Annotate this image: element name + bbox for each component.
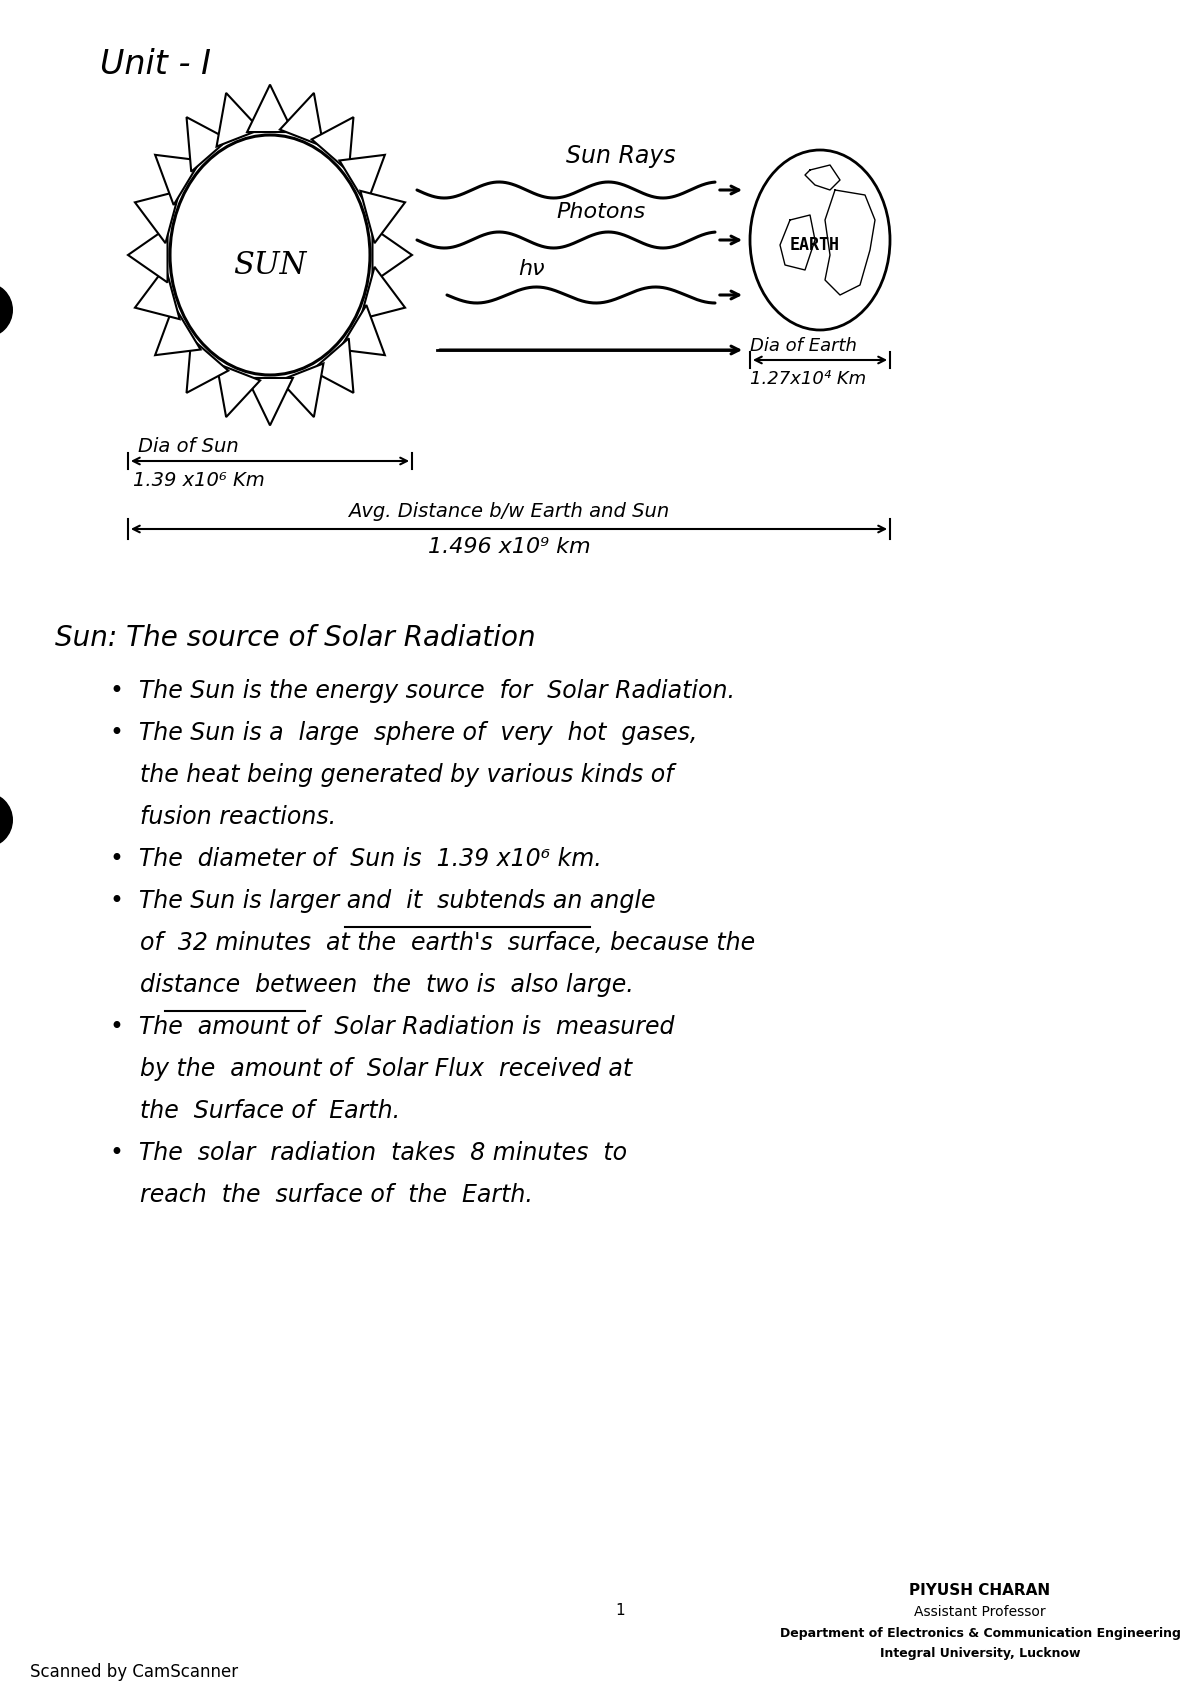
- Polygon shape: [312, 338, 354, 392]
- Text: Avg. Distance b/w Earth and Sun: Avg. Distance b/w Earth and Sun: [348, 503, 670, 521]
- Ellipse shape: [750, 149, 890, 329]
- Circle shape: [0, 791, 13, 847]
- Text: •  The Sun is larger and  it  subtends an angle: • The Sun is larger and it subtends an a…: [110, 890, 655, 914]
- Text: Assistant Professor: Assistant Professor: [914, 1605, 1046, 1618]
- Text: Sun Rays: Sun Rays: [566, 144, 676, 168]
- Polygon shape: [155, 306, 200, 355]
- Text: Scanned by CamScanner: Scanned by CamScanner: [30, 1662, 238, 1681]
- Text: •  The Sun is the energy source  for  Solar Radiation.: • The Sun is the energy source for Solar…: [110, 679, 734, 703]
- Text: hν: hν: [517, 260, 545, 278]
- Text: •  The Sun is a  large  sphere of  very  hot  gases,: • The Sun is a large sphere of very hot …: [110, 722, 697, 745]
- Polygon shape: [216, 93, 260, 146]
- Text: by the  amount of  Solar Flux  received at: by the amount of Solar Flux received at: [140, 1056, 632, 1082]
- Polygon shape: [372, 228, 412, 282]
- Text: Department of Electronics & Communication Engineering: Department of Electronics & Communicatio…: [780, 1627, 1181, 1640]
- Text: 1.496 x10⁹ km: 1.496 x10⁹ km: [427, 537, 590, 557]
- Ellipse shape: [170, 136, 370, 375]
- Text: SUN: SUN: [233, 250, 307, 280]
- Text: Integral University, Lucknow: Integral University, Lucknow: [880, 1647, 1080, 1661]
- Polygon shape: [280, 363, 324, 418]
- Text: Dia of Sun: Dia of Sun: [138, 436, 239, 457]
- Text: •  The  solar  radiation  takes  8 minutes  to: • The solar radiation takes 8 minutes to: [110, 1141, 628, 1165]
- Polygon shape: [247, 85, 293, 132]
- Polygon shape: [128, 228, 168, 282]
- Polygon shape: [134, 267, 180, 319]
- Text: of  32 minutes  at the  earth's  surface, because the: of 32 minutes at the earth's surface, be…: [140, 931, 755, 954]
- Polygon shape: [155, 155, 200, 205]
- Polygon shape: [340, 155, 385, 205]
- Circle shape: [0, 282, 13, 338]
- Polygon shape: [186, 338, 228, 392]
- Polygon shape: [216, 363, 260, 418]
- Polygon shape: [312, 117, 354, 171]
- Text: fusion reactions.: fusion reactions.: [140, 805, 336, 829]
- Text: Dia of Earth: Dia of Earth: [750, 336, 857, 355]
- Text: 1: 1: [616, 1603, 625, 1618]
- Text: PIYUSH CHARAN: PIYUSH CHARAN: [910, 1583, 1050, 1598]
- Text: 1.27x10⁴ Km: 1.27x10⁴ Km: [750, 370, 866, 389]
- Polygon shape: [134, 190, 180, 243]
- Text: Sun: The source of Solar Radiation: Sun: The source of Solar Radiation: [55, 623, 535, 652]
- Polygon shape: [360, 190, 406, 243]
- Text: the heat being generated by various kinds of: the heat being generated by various kind…: [140, 762, 673, 786]
- Text: Photons: Photons: [557, 202, 646, 222]
- Polygon shape: [186, 117, 228, 171]
- Text: •  The  diameter of  Sun is  1.39 x10⁶ km.: • The diameter of Sun is 1.39 x10⁶ km.: [110, 847, 601, 871]
- Polygon shape: [247, 379, 293, 426]
- Polygon shape: [360, 267, 406, 319]
- Text: EARTH: EARTH: [790, 236, 840, 255]
- Text: Unit - I: Unit - I: [100, 48, 211, 82]
- Text: 1.39 x10⁶ Km: 1.39 x10⁶ Km: [133, 470, 265, 491]
- Text: the  Surface of  Earth.: the Surface of Earth.: [140, 1099, 400, 1122]
- Text: •  The  amount of  Solar Radiation is  measured: • The amount of Solar Radiation is measu…: [110, 1015, 674, 1039]
- Polygon shape: [340, 306, 385, 355]
- Text: distance  between  the  two is  also large.: distance between the two is also large.: [140, 973, 634, 997]
- Polygon shape: [280, 93, 324, 146]
- Text: reach  the  surface of  the  Earth.: reach the surface of the Earth.: [140, 1184, 533, 1207]
